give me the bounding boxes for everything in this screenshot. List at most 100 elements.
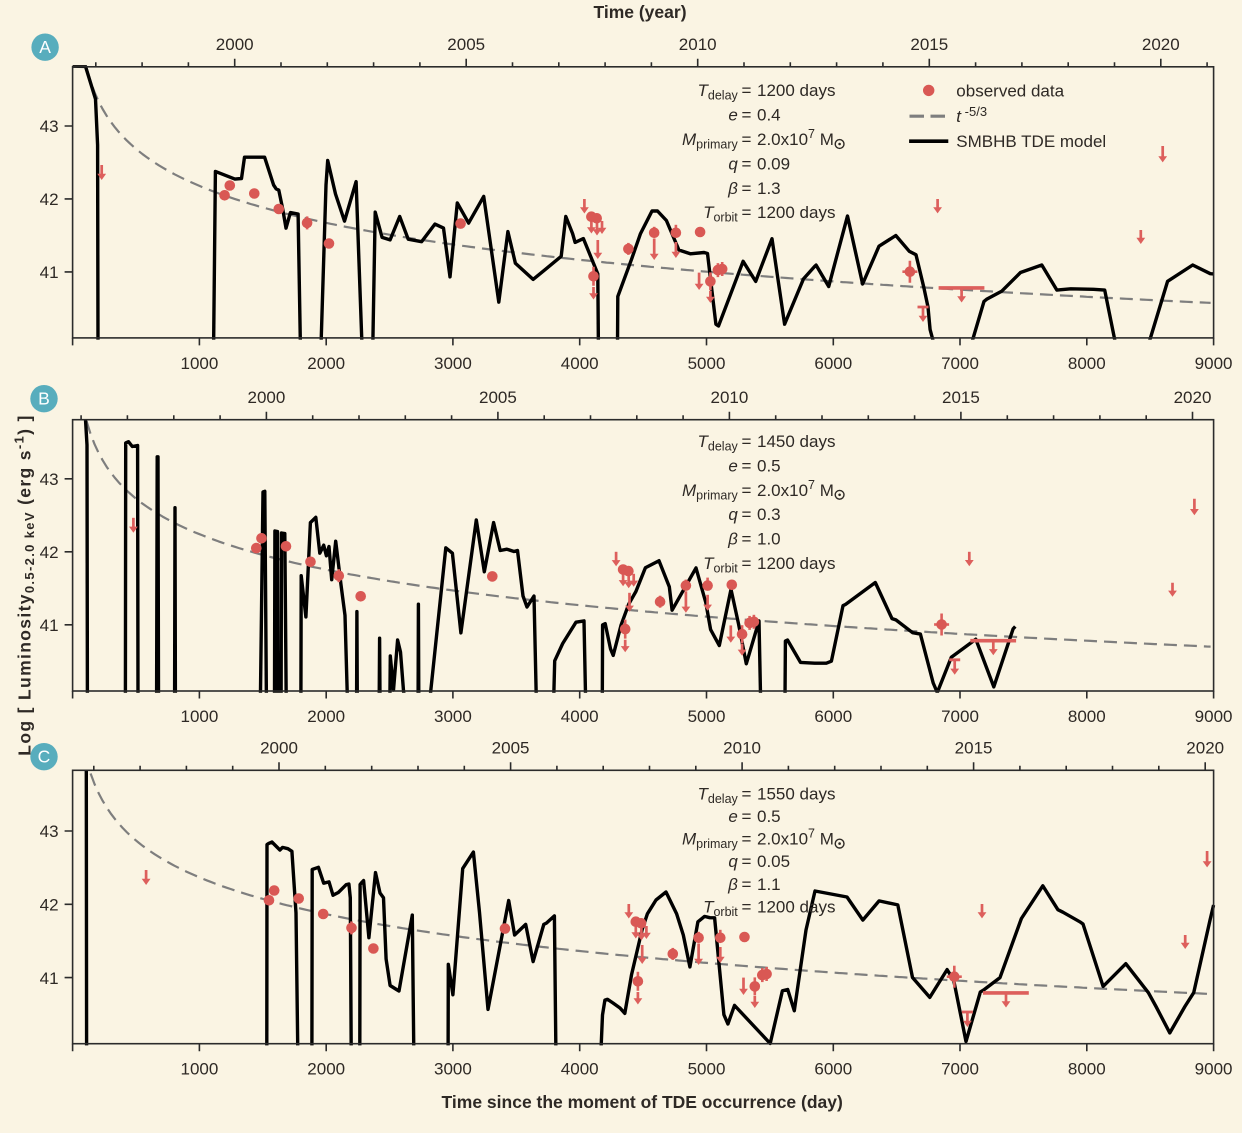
svg-text:=: = xyxy=(742,106,752,125)
svg-text:Torbit: Torbit xyxy=(703,203,738,225)
svg-text:q: q xyxy=(728,154,738,173)
svg-text:=: = xyxy=(742,432,752,451)
svg-text:4000: 4000 xyxy=(561,354,599,373)
svg-text:41: 41 xyxy=(40,969,59,988)
svg-text:=: = xyxy=(742,830,752,849)
svg-text:2015: 2015 xyxy=(955,739,993,758)
svg-text:9000: 9000 xyxy=(1195,1060,1233,1079)
svg-text:2.0x107 M: 2.0x107 M xyxy=(757,827,834,849)
svg-text:2020: 2020 xyxy=(1142,35,1180,54)
svg-text:=: = xyxy=(742,154,752,173)
svg-text:2005: 2005 xyxy=(447,35,485,54)
svg-text:3000: 3000 xyxy=(434,354,472,373)
svg-text:C: C xyxy=(38,747,51,767)
svg-text:4000: 4000 xyxy=(561,707,599,726)
svg-text:Mprimary: Mprimary xyxy=(682,130,739,152)
svg-text:=: = xyxy=(742,554,752,573)
svg-text:=: = xyxy=(742,897,752,916)
svg-text:8000: 8000 xyxy=(1068,707,1106,726)
svg-text:2010: 2010 xyxy=(723,739,761,758)
svg-text:e: e xyxy=(728,807,737,826)
svg-text:7000: 7000 xyxy=(941,354,979,373)
svg-text:Log [ Luminosity0.5-2.0 keV (e: Log [ Luminosity0.5-2.0 keV (erg s-1) ] xyxy=(12,414,38,755)
svg-text:β: β xyxy=(727,875,738,894)
svg-text:2015: 2015 xyxy=(942,388,980,407)
svg-text:2010: 2010 xyxy=(710,388,748,407)
svg-text:2.0x107 M: 2.0x107 M xyxy=(757,478,834,500)
svg-text:Torbit: Torbit xyxy=(703,897,738,919)
svg-text:e: e xyxy=(728,106,737,125)
svg-text:6000: 6000 xyxy=(814,1060,852,1079)
svg-text:=: = xyxy=(742,530,752,549)
svg-text:43: 43 xyxy=(40,117,59,136)
svg-text:=: = xyxy=(742,456,752,475)
svg-text:2005: 2005 xyxy=(479,388,517,407)
svg-text:1200 days: 1200 days xyxy=(757,203,835,222)
svg-text:2020: 2020 xyxy=(1174,388,1212,407)
svg-text:5000: 5000 xyxy=(688,1060,726,1079)
svg-text:6000: 6000 xyxy=(814,707,852,726)
svg-text:43: 43 xyxy=(40,822,59,841)
svg-text:1200 days: 1200 days xyxy=(757,554,835,573)
svg-text:9000: 9000 xyxy=(1195,354,1233,373)
svg-text:42: 42 xyxy=(40,896,59,915)
svg-text:Time since the moment of TDE o: Time since the moment of TDE occurrence … xyxy=(442,1092,843,1112)
svg-text:2005: 2005 xyxy=(492,739,530,758)
svg-text:1200 days: 1200 days xyxy=(757,81,835,100)
svg-text:1000: 1000 xyxy=(180,1060,218,1079)
svg-text:1550 days: 1550 days xyxy=(757,784,835,803)
svg-text:=: = xyxy=(742,81,752,100)
svg-text:Time (year): Time (year) xyxy=(593,2,686,22)
svg-text:=: = xyxy=(742,852,752,871)
svg-text:5000: 5000 xyxy=(688,707,726,726)
svg-text:6000: 6000 xyxy=(814,354,852,373)
svg-text:1000: 1000 xyxy=(180,707,218,726)
svg-text:0.4: 0.4 xyxy=(757,106,781,125)
svg-text:9000: 9000 xyxy=(1195,707,1233,726)
svg-text:1000: 1000 xyxy=(180,354,218,373)
svg-text:2000: 2000 xyxy=(260,739,298,758)
svg-text:observed data: observed data xyxy=(956,81,1064,100)
svg-text:8000: 8000 xyxy=(1068,354,1106,373)
svg-text:2000: 2000 xyxy=(307,707,345,726)
svg-text:B: B xyxy=(38,389,50,409)
svg-text:3000: 3000 xyxy=(434,707,472,726)
svg-text:1.3: 1.3 xyxy=(757,179,781,198)
svg-text:7000: 7000 xyxy=(941,707,979,726)
svg-text:β: β xyxy=(727,179,738,198)
svg-text:42: 42 xyxy=(40,543,59,562)
svg-text:q: q xyxy=(728,852,738,871)
svg-text:SMBHB TDE model: SMBHB TDE model xyxy=(956,132,1106,151)
svg-text:2015: 2015 xyxy=(910,35,948,54)
svg-text:1.0: 1.0 xyxy=(757,530,781,549)
svg-text:=: = xyxy=(742,130,752,149)
svg-text:Mprimary: Mprimary xyxy=(682,830,739,852)
svg-text:2000: 2000 xyxy=(247,388,285,407)
svg-text:2000: 2000 xyxy=(307,1060,345,1079)
svg-text:q: q xyxy=(728,505,738,524)
svg-text:β: β xyxy=(727,530,738,549)
svg-text:2020: 2020 xyxy=(1186,739,1224,758)
svg-text:43: 43 xyxy=(40,470,59,489)
svg-text:Tdelay: Tdelay xyxy=(698,81,739,103)
svg-text:41: 41 xyxy=(40,616,59,635)
svg-text:2.0x107 M: 2.0x107 M xyxy=(757,127,834,149)
svg-text:0.09: 0.09 xyxy=(757,154,790,173)
svg-text:A: A xyxy=(39,37,51,57)
svg-text:8000: 8000 xyxy=(1068,1060,1106,1079)
svg-text:Tdelay: Tdelay xyxy=(698,432,739,454)
svg-text:=: = xyxy=(742,179,752,198)
svg-text:2000: 2000 xyxy=(216,35,254,54)
svg-text:5000: 5000 xyxy=(688,354,726,373)
svg-text:2010: 2010 xyxy=(679,35,717,54)
svg-text:1.1: 1.1 xyxy=(757,875,781,894)
svg-text:=: = xyxy=(742,807,752,826)
svg-text:Tdelay: Tdelay xyxy=(698,784,739,806)
svg-text:=: = xyxy=(742,203,752,222)
svg-text:=: = xyxy=(742,505,752,524)
svg-text:Torbit: Torbit xyxy=(703,554,738,576)
svg-text:41: 41 xyxy=(40,263,59,282)
svg-text:7000: 7000 xyxy=(941,1060,979,1079)
svg-text:0.3: 0.3 xyxy=(757,505,781,524)
svg-text:Mprimary: Mprimary xyxy=(682,481,739,503)
